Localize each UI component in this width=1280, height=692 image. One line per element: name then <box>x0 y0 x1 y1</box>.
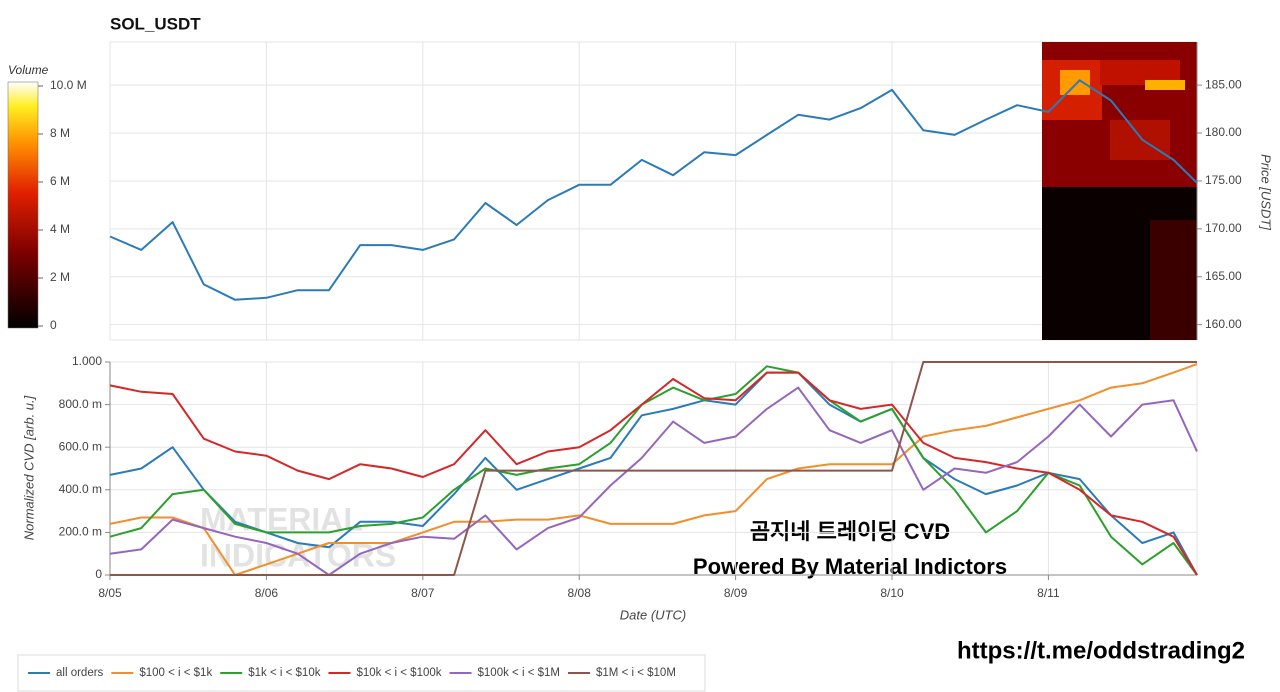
series-line <box>109 371 1198 576</box>
x-tick-label: 8/05 <box>98 586 122 600</box>
chart-title: SOL_USDT <box>110 14 201 33</box>
series-line <box>109 79 1198 301</box>
y-tick-label: 400.0 m <box>59 482 102 496</box>
colorbar-tick-label: 8 M <box>50 126 70 140</box>
y-tick-label: 170.00 <box>1205 221 1242 235</box>
y-tick-label: 185.00 <box>1205 77 1242 91</box>
x-axis-label: Date (UTC) <box>620 607 686 622</box>
x-tick-label: 8/08 <box>568 586 592 600</box>
colorbar-tick-label: 10.0 M <box>50 78 87 92</box>
colorbar-tick-label: 4 M <box>50 222 70 236</box>
heatmap <box>1042 42 1197 340</box>
legend-label: $1k < i < $10k <box>248 667 320 679</box>
colorbar-tick-label: 0 <box>50 318 57 332</box>
legend-label: all orders <box>56 667 104 679</box>
y-tick-label: 200.0 m <box>59 525 102 539</box>
legend-label: $100k < i < $1M <box>478 667 560 679</box>
legend-label: $100 < i < $1k <box>139 667 212 679</box>
x-tick-label: 8/06 <box>255 586 279 600</box>
y-tick-label: 175.00 <box>1205 173 1242 187</box>
y-tick-label: 180.00 <box>1205 125 1242 139</box>
series-line <box>109 365 1198 576</box>
annotation: 곰지네 트레이딩 CVD <box>750 519 950 544</box>
y-tick-label: 0 <box>95 567 102 581</box>
y-tick-label: 600.0 m <box>59 439 102 453</box>
colorbar-tick-label: 6 M <box>50 174 70 188</box>
y-axis-label: Normalized CVD [arb. u.] <box>21 395 36 540</box>
y-tick-label: 1.000 <box>72 354 102 368</box>
legend-label: $1M < i < $10M <box>596 667 676 679</box>
y-tick-label: 165.00 <box>1205 269 1242 283</box>
y-tick-label: 800.0 m <box>59 397 102 411</box>
colorbar-tick-label: 2 M <box>50 270 70 284</box>
annotation: https://t.me/oddstrading2 <box>957 637 1245 664</box>
x-tick-label: 8/11 <box>1037 586 1060 600</box>
y-tick-label: 160.00 <box>1205 317 1242 331</box>
series-line <box>110 361 1197 576</box>
series-line <box>109 371 1198 576</box>
x-tick-label: 8/09 <box>724 586 748 600</box>
colorbar <box>7 81 39 329</box>
series-line <box>109 363 1198 576</box>
colorbar-label: Volume <box>8 63 49 77</box>
x-tick-label: 8/07 <box>411 586 435 600</box>
legend-label: $10k < i < $100k <box>356 667 441 679</box>
y-axis-label: Price [USDT] <box>1259 154 1274 230</box>
x-tick-label: 8/10 <box>880 586 904 600</box>
series-line <box>109 386 1198 576</box>
